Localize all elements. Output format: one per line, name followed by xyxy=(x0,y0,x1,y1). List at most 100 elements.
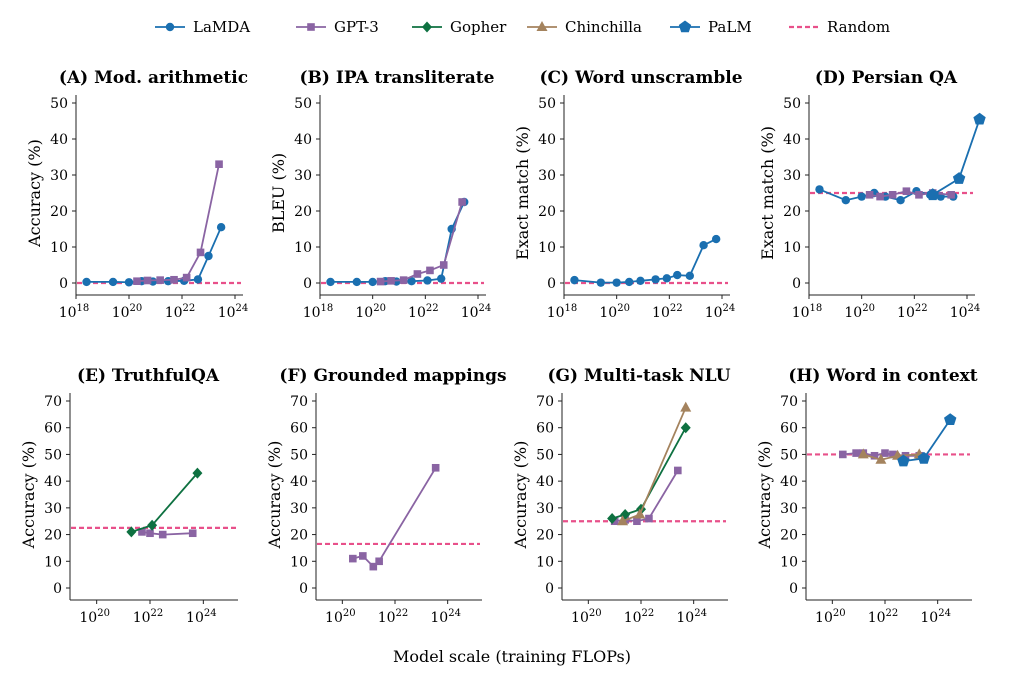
y-axis-label: Accuracy (%) xyxy=(19,441,38,550)
y-tick-label: 0 xyxy=(789,581,798,597)
y-tick-label: 40 xyxy=(536,474,554,490)
series-gpt-3 xyxy=(138,528,197,539)
data-point xyxy=(699,241,708,250)
data-point xyxy=(870,451,879,460)
y-tick-label: 10 xyxy=(783,240,801,256)
y-tick-label: 20 xyxy=(538,204,556,220)
x-tick-label: 1020 xyxy=(815,608,846,626)
data-point xyxy=(215,160,223,168)
y-tick-label: 60 xyxy=(44,421,62,437)
data-point xyxy=(617,515,629,526)
series-line xyxy=(352,467,437,568)
data-point xyxy=(857,192,866,201)
y-tick-label: 60 xyxy=(780,421,798,437)
y-tick-label: 70 xyxy=(290,394,308,410)
data-point xyxy=(375,557,383,566)
data-point xyxy=(857,448,869,459)
y-tick-label: 20 xyxy=(50,204,68,220)
y-tick-label: 0 xyxy=(53,581,62,597)
y-tick-label: 40 xyxy=(780,474,798,490)
y-tick-label: 30 xyxy=(294,168,312,184)
legend-marker xyxy=(307,23,315,31)
y-tick-label: 0 xyxy=(299,581,308,597)
data-point xyxy=(607,513,618,525)
data-point xyxy=(625,277,634,287)
data-point xyxy=(596,278,606,287)
y-tick-label: 50 xyxy=(536,447,554,463)
series-gopher xyxy=(126,467,203,538)
panel-title: (E) TruthfulQA xyxy=(77,366,220,386)
y-tick-label: 20 xyxy=(294,204,312,220)
y-axis-label: Exact match (%) xyxy=(513,126,532,260)
y-tick-label: 20 xyxy=(536,528,554,544)
data-point xyxy=(926,188,939,201)
y-axis-label: Accuracy (%) xyxy=(265,441,284,550)
data-point xyxy=(133,277,141,285)
x-axis-label: Model scale (training FLOPs) xyxy=(393,647,631,666)
data-point xyxy=(636,276,645,286)
data-point xyxy=(634,508,646,519)
x-tick-label: 1024 xyxy=(705,303,736,321)
y-axis-label: Accuracy (%) xyxy=(755,441,774,550)
legend-label: LaMDA xyxy=(193,18,250,36)
y-tick-label: 60 xyxy=(290,421,308,437)
data-point xyxy=(875,453,887,464)
y-axis-label: Accuracy (%) xyxy=(511,441,530,550)
data-point xyxy=(126,526,137,538)
data-point xyxy=(216,223,226,232)
series-line xyxy=(136,164,220,283)
legend-item-gopher: Gopher xyxy=(412,18,507,36)
y-tick-label: 10 xyxy=(538,240,556,256)
y-tick-label: 0 xyxy=(303,276,312,292)
data-point xyxy=(865,191,874,199)
panel-title: (D) Persian QA xyxy=(815,68,958,88)
data-point xyxy=(711,234,721,244)
data-point xyxy=(369,562,378,571)
y-tick-label: 30 xyxy=(783,168,801,184)
y-tick-label: 10 xyxy=(536,554,554,570)
data-point xyxy=(973,112,986,125)
data-point xyxy=(881,449,889,457)
legend-item-palm: PaLM xyxy=(670,18,752,36)
series-line xyxy=(863,453,920,461)
legend-label: Chinchilla xyxy=(565,18,642,36)
x-tick-label: 1018 xyxy=(59,303,90,321)
x-tick-label: 1020 xyxy=(325,608,356,626)
x-tick-label: 1022 xyxy=(652,303,683,321)
x-tick-label: 1018 xyxy=(792,303,823,321)
data-point xyxy=(431,463,440,472)
series-gpt-3 xyxy=(349,463,440,571)
y-tick-label: 40 xyxy=(44,474,62,490)
data-point xyxy=(436,274,446,283)
data-point xyxy=(570,275,579,285)
y-tick-label: 40 xyxy=(290,474,308,490)
y-tick-label: 70 xyxy=(780,394,798,410)
series-line xyxy=(330,201,466,283)
x-tick-label: 1020 xyxy=(571,608,602,626)
y-tick-label: 20 xyxy=(780,528,798,544)
legend-label: Gopher xyxy=(450,18,507,36)
y-tick-label: 0 xyxy=(792,276,801,292)
x-tick-label: 1022 xyxy=(897,303,928,321)
data-point xyxy=(368,277,377,287)
legend-label: GPT-3 xyxy=(334,18,379,36)
y-tick-label: 50 xyxy=(783,96,801,112)
x-tick-label: 1020 xyxy=(79,608,110,626)
y-tick-label: 40 xyxy=(538,132,556,148)
data-point xyxy=(349,554,357,563)
data-point xyxy=(124,278,134,287)
y-tick-label: 30 xyxy=(290,501,308,517)
data-point xyxy=(138,528,146,536)
x-tick-label: 1020 xyxy=(355,303,386,321)
panel-title: (B) IPA transliterate xyxy=(300,68,495,88)
data-point xyxy=(651,275,660,284)
data-point xyxy=(423,276,432,285)
data-point xyxy=(662,274,671,283)
panel-title: (C) Word unscramble xyxy=(539,68,742,88)
y-tick-label: 20 xyxy=(290,528,308,544)
data-point xyxy=(612,278,621,287)
